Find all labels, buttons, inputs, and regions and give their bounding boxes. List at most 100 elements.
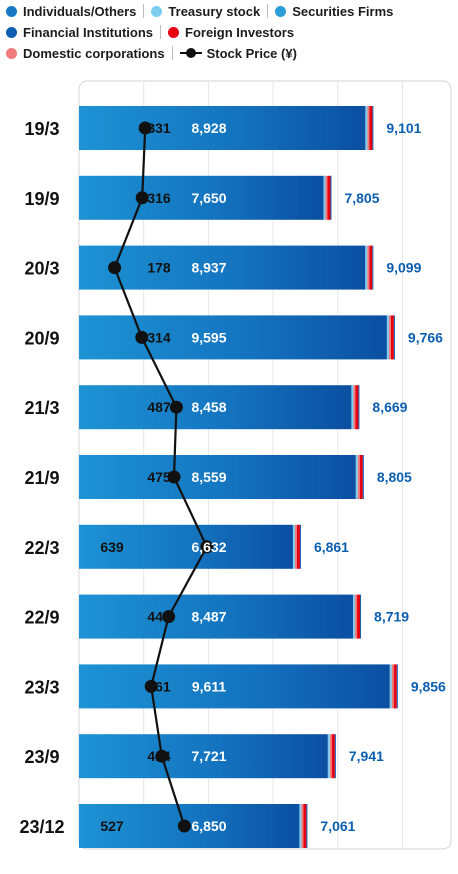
bar-foreign-investors	[357, 594, 361, 639]
legend-label-domestic-corporations: Domestic corporations	[23, 45, 165, 61]
category-label: 20/3	[24, 259, 59, 279]
bar-financial-institutions	[79, 455, 356, 499]
bars	[79, 106, 398, 848]
legend-separator	[171, 46, 173, 60]
stock-price-point	[200, 540, 214, 554]
bar-financial-institutions	[79, 245, 366, 290]
bar-domestic-corporations	[325, 175, 328, 220]
bar-financial-institutions	[79, 106, 366, 150]
data-label-total: 8,805	[377, 469, 412, 485]
data-label-total: 6,861	[314, 539, 349, 555]
category-label: 21/3	[24, 398, 59, 418]
category-label: 22/9	[24, 608, 59, 628]
data-label-financial-institutions: 7,721	[191, 748, 226, 764]
bar-foreign-investors	[393, 664, 397, 709]
bar-treasury-stock	[365, 106, 368, 150]
bar-domestic-corporations	[355, 594, 358, 639]
stock-price-point	[169, 400, 183, 414]
data-label-financial-institutions: 8,937	[191, 260, 226, 276]
data-label-financial-institutions: 6,850	[191, 818, 226, 834]
legend-item-securities-firms: Securities Firms	[275, 4, 393, 19]
data-label-securities-firms: 639	[100, 539, 124, 555]
bar-treasury-stock	[355, 455, 358, 499]
bar-individuals	[358, 385, 360, 430]
bar-financial-institutions	[79, 175, 324, 220]
category-label: 20/9	[24, 328, 59, 348]
legend-item-stock-price: Stock Price (¥)	[179, 46, 297, 61]
bar-treasury-stock	[353, 594, 356, 639]
category-labels: 19/3 19/9 20/3 20/9 21/3 21/9 22/3 22/9 23/3 23/9…	[19, 119, 64, 837]
category-label: 19/3	[24, 119, 59, 139]
stock-price-point	[167, 470, 181, 484]
stock-price-point	[138, 121, 152, 135]
legend-separator	[267, 4, 269, 18]
data-label-securities-firms: 448	[147, 609, 171, 625]
stock-price-point	[108, 261, 122, 275]
bar-domestic-corporations	[353, 385, 356, 430]
data-label-total: 8,719	[374, 609, 409, 625]
stock-price-point	[135, 330, 149, 344]
legend-swatch-financial-institutions	[6, 26, 17, 38]
category-label: 22/3	[24, 538, 59, 558]
bar-financial-institutions	[79, 315, 387, 360]
legend-row-3: Domestic corporations Stock Price (¥)	[6, 43, 297, 63]
legend-item-foreign-investors: Foreign Investors	[168, 25, 294, 40]
category-label: 21/9	[24, 468, 59, 488]
legend-item-financial-institutions: Financial Institutions	[6, 25, 153, 40]
bar-treasury-stock	[323, 175, 326, 220]
data-labels: 331 8,928 9,101 316 7,650 7,805 178 8,937 9,099 3…	[100, 120, 446, 834]
legend-separator	[160, 25, 162, 39]
bar-individuals	[393, 315, 395, 360]
data-label-securities-firms: 331	[147, 120, 171, 136]
legend-separator	[143, 4, 145, 18]
bar-foreign-investors	[331, 734, 335, 779]
legend-swatch-stock-price	[179, 48, 202, 58]
bar-domestic-corporations	[388, 315, 391, 360]
bar-domestic-corporations	[391, 664, 394, 709]
category-label: 19/9	[24, 189, 59, 209]
bar-domestic-corporations	[301, 804, 304, 848]
bar-financial-institutions	[79, 524, 293, 569]
bar-financial-institutions	[79, 734, 328, 779]
category-label: 23/12	[19, 817, 64, 837]
legend-label-treasury-stock: Treasury stock	[168, 3, 261, 19]
data-label-securities-firms: 487	[147, 399, 171, 415]
bar-individuals	[372, 245, 374, 290]
bar-individuals	[334, 734, 336, 779]
bar-individuals	[299, 524, 301, 569]
bar-individuals	[306, 804, 308, 848]
bar-foreign-investors	[369, 245, 373, 290]
legend-swatch-domestic-corporations	[6, 47, 17, 59]
bar-foreign-investors	[296, 524, 300, 569]
legend-row-2: Financial Institutions Foreign Investors	[6, 22, 294, 42]
data-label-total: 9,099	[386, 260, 421, 276]
legend-label-securities-firms: Securities Firms	[292, 3, 394, 19]
bar-financial-institutions	[79, 664, 390, 709]
data-label-total: 9,856	[411, 678, 446, 694]
data-label-securities-firms: 316	[147, 190, 171, 206]
data-label-total: 9,101	[386, 120, 421, 136]
bar-domestic-corporations	[367, 245, 370, 290]
data-label-total: 9,766	[408, 329, 443, 345]
data-label-financial-institutions: 9,611	[192, 678, 226, 694]
bar-treasury-stock	[327, 734, 330, 779]
data-label-total: 7,941	[349, 748, 384, 764]
data-label-total: 8,669	[372, 399, 407, 415]
data-label-securities-firms: 527	[100, 818, 124, 834]
data-label-financial-institutions: 7,650	[191, 190, 226, 206]
legend-row-1: Individuals/Others Treasury stock Securi…	[6, 1, 393, 21]
bar-individuals	[362, 455, 364, 499]
bar-foreign-investors	[369, 106, 373, 150]
bar-treasury-stock	[299, 804, 302, 848]
legend-item-domestic-corporations: Domestic corporations	[6, 46, 165, 61]
data-label-securities-firms: 178	[147, 260, 171, 276]
bar-foreign-investors	[359, 455, 363, 499]
bar-foreign-investors	[303, 804, 307, 848]
stock-price-point	[135, 191, 149, 205]
bar-domestic-corporations	[294, 524, 297, 569]
data-label-financial-institutions: 8,458	[191, 399, 226, 415]
data-label-financial-institutions: 8,559	[191, 469, 226, 485]
bar-individuals	[360, 594, 362, 639]
stock-price-point	[144, 679, 158, 693]
stock-price-point	[155, 749, 169, 763]
